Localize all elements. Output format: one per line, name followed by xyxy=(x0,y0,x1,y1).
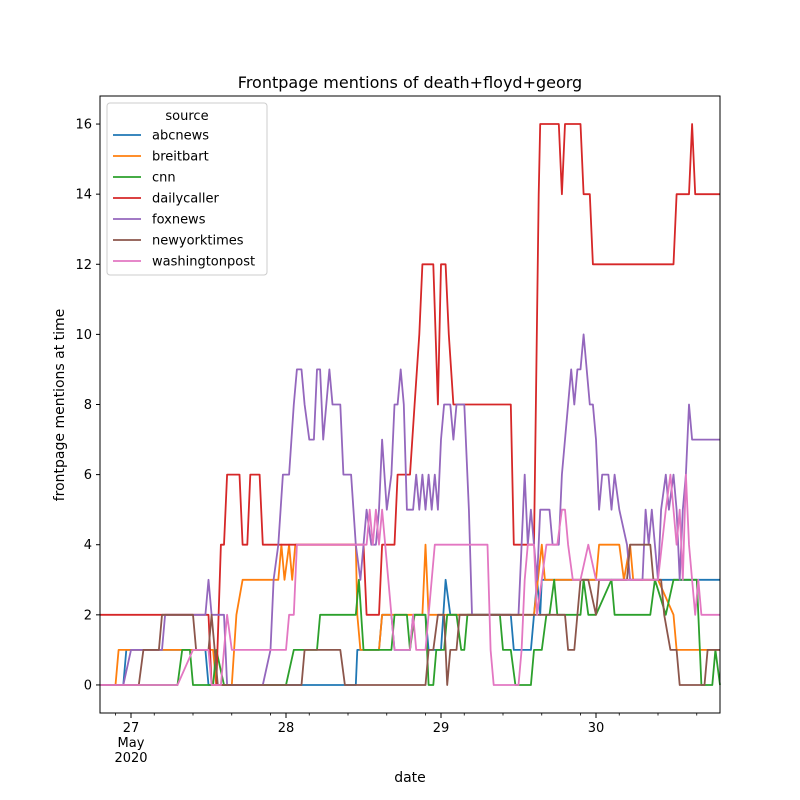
y-tick-label: 16 xyxy=(75,118,92,133)
legend-items: abcnews breitbart cnn dailycaller foxnews new… xyxy=(113,129,255,270)
y-axis-label: frontpage mentions at time xyxy=(52,309,68,502)
y-tick-label: 10 xyxy=(75,328,92,343)
x-tick-label: 27 May 2020 xyxy=(114,721,147,766)
legend-label-dailycaller: dailycaller xyxy=(152,192,219,207)
y-axis: 0 2 4 6 8 10 12 14 16 xyxy=(75,118,100,693)
legend-label-washingtonpost: washingtonpost xyxy=(152,255,255,270)
legend: source abcnews breitbart cnn dailycaller fox… xyxy=(106,102,268,276)
y-tick-label: 4 xyxy=(84,538,92,553)
series-line-dailycaller xyxy=(100,123,720,686)
series-line-washingtonpost xyxy=(100,473,720,686)
legend-label-newyorktimes: newyorktimes xyxy=(152,234,244,249)
series-line-breitbart xyxy=(100,543,720,686)
legend-box xyxy=(106,102,268,276)
legend-title: source xyxy=(165,109,208,124)
legend-label-foxnews: foxnews xyxy=(152,213,206,228)
y-tick-label: 12 xyxy=(75,258,92,273)
chart-title: Frontpage mentions of death+floyd+georg xyxy=(238,73,582,92)
y-tick-label: 8 xyxy=(84,398,92,413)
x-axis-label: date xyxy=(394,770,426,786)
y-tick-label: 2 xyxy=(84,608,92,623)
plot-lines xyxy=(100,123,721,686)
x-tick-label: 28 xyxy=(278,721,295,736)
legend-label-breitbart: breitbart xyxy=(152,150,209,165)
x-tick-label: 30 xyxy=(588,721,605,736)
y-tick-label: 0 xyxy=(84,678,92,693)
series-line-cnn xyxy=(100,578,721,686)
y-tick-label: 6 xyxy=(84,468,92,483)
x-axis: 27 May 2020 28 29 30 xyxy=(114,713,698,766)
legend-label-abcnews: abcnews xyxy=(152,129,209,144)
legend-label-cnn: cnn xyxy=(152,171,176,186)
y-tick-label: 14 xyxy=(75,188,92,203)
x-tick-label: 29 xyxy=(433,721,450,736)
